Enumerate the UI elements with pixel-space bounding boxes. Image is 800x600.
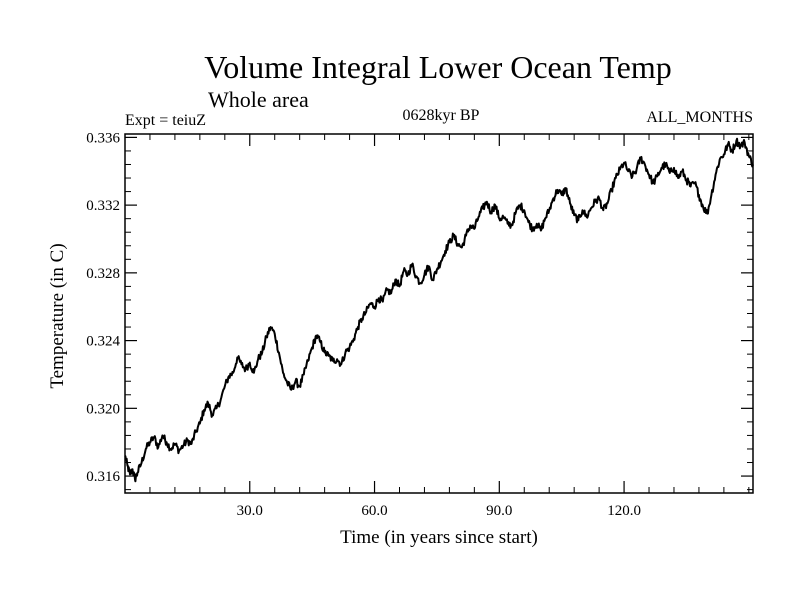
series-line [124, 137, 754, 483]
period-label: 0628kyr BP [403, 107, 480, 124]
x-axis-label: Time (in years since start) [340, 527, 538, 548]
months-label: ALL_MONTHS [646, 109, 753, 126]
y-tick-label: 0.320 [86, 401, 120, 417]
axis-ticks [125, 134, 753, 493]
y-tick-label: 0.336 [86, 130, 120, 146]
experiment-label: Expt = teiuZ [125, 112, 206, 129]
x-tick-label: 60.0 [361, 503, 387, 519]
series-layer [124, 137, 754, 483]
chart-subtitle: Whole area [208, 87, 309, 112]
axis-tick-labels: 30.0 60.0 90.0 120.0 0.316 0.320 0.324 0.328 0.3… [86, 130, 641, 519]
x-tick-label: 120.0 [607, 503, 641, 519]
y-tick-label: 0.332 [86, 198, 120, 214]
y-axis-label: Temperature (in C) [47, 243, 68, 388]
x-tick-label: 90.0 [486, 503, 512, 519]
y-tick-label: 0.328 [86, 266, 120, 282]
plot-frame [124, 133, 754, 494]
x-tick-label: 30.0 [237, 503, 263, 519]
y-tick-label: 0.316 [86, 469, 120, 485]
y-tick-label: 0.324 [86, 334, 120, 350]
chart-title: Volume Integral Lower Ocean Temp [204, 49, 672, 85]
